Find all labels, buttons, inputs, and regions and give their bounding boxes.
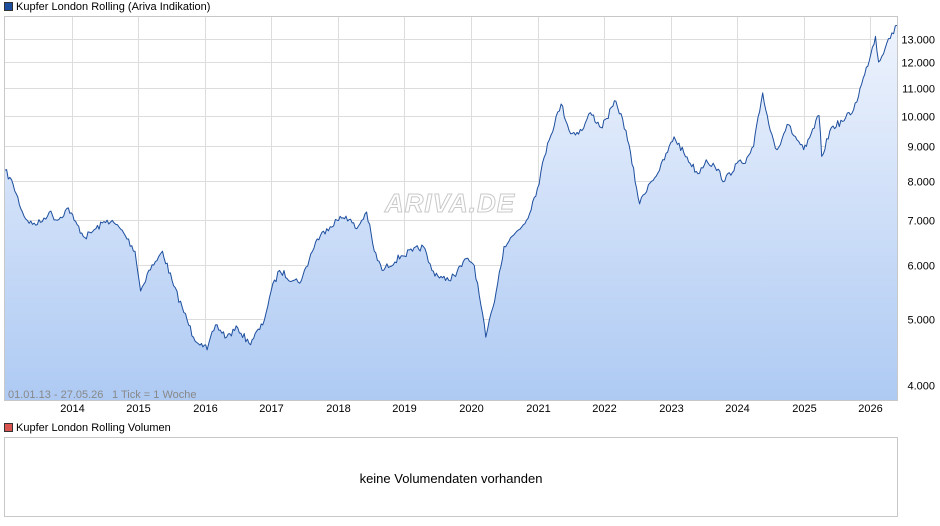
- volume-panel: keine Volumendaten vorhanden: [4, 437, 898, 517]
- price-line: [4, 24, 898, 351]
- x-tick-label: 2015: [126, 403, 150, 415]
- volume-legend-label: Kupfer London Rolling Volumen: [16, 422, 171, 434]
- x-tick-label: 2016: [193, 403, 217, 415]
- x-tick-label: 2017: [259, 403, 283, 415]
- price-legend-label: Kupfer London Rolling (Ariva Indikation): [16, 1, 211, 13]
- volume-legend: Kupfer London Rolling Volumen: [4, 421, 171, 435]
- price-legend: Kupfer London Rolling (Ariva Indikation): [4, 0, 210, 14]
- x-tick-label: 2019: [392, 403, 416, 415]
- y-tick-label: 11.000: [902, 84, 935, 96]
- price-legend-swatch: [4, 1, 13, 11]
- y-axis: 4.000 5.000 6.000 7.000 8.000 9.000 10.000 11.0…: [901, 35, 935, 393]
- y-tick-label: 12.000: [901, 58, 935, 70]
- x-tick-label: 2024: [725, 403, 749, 415]
- x-axis: 2014 2015 2016 2017 2018 2019 2020 2021 2022 2023…: [60, 403, 882, 415]
- date-range-label: 01.01.13 - 27.05.26: [8, 389, 103, 401]
- x-tick-label: 2022: [592, 403, 616, 415]
- tick-interval-label: 1 Tick = 1 Woche: [112, 389, 196, 401]
- y-tick-label: 9.000: [907, 142, 935, 154]
- y-tick-label: 5.000: [907, 315, 935, 327]
- y-tick-label: 13.000: [901, 35, 935, 47]
- y-tick-label: 7.000: [907, 216, 935, 228]
- x-tick-label: 2018: [326, 403, 350, 415]
- x-tick-label: 2023: [659, 403, 683, 415]
- y-tick-label: 10.000: [901, 112, 935, 124]
- volume-legend-swatch: [4, 422, 13, 432]
- watermark: ARIVA.DE: [384, 188, 515, 218]
- x-tick-label: 2021: [526, 403, 550, 415]
- y-tick-label: 8.000: [907, 177, 935, 189]
- y-tick-label: 6.000: [907, 261, 935, 273]
- x-tick-label: 2025: [792, 403, 816, 415]
- x-tick-label: 2026: [858, 403, 882, 415]
- volume-empty-message: keine Volumendaten vorhanden: [359, 471, 543, 486]
- y-tick-label: 4.000: [907, 381, 935, 393]
- price-chart: ARIVA.DE 4.000 5.000 6.000 7.000 8.000 9.000 1…: [4, 16, 935, 415]
- price-area: [5, 25, 897, 401]
- x-tick-label: 2014: [60, 403, 84, 415]
- x-tick-label: 2020: [459, 403, 483, 415]
